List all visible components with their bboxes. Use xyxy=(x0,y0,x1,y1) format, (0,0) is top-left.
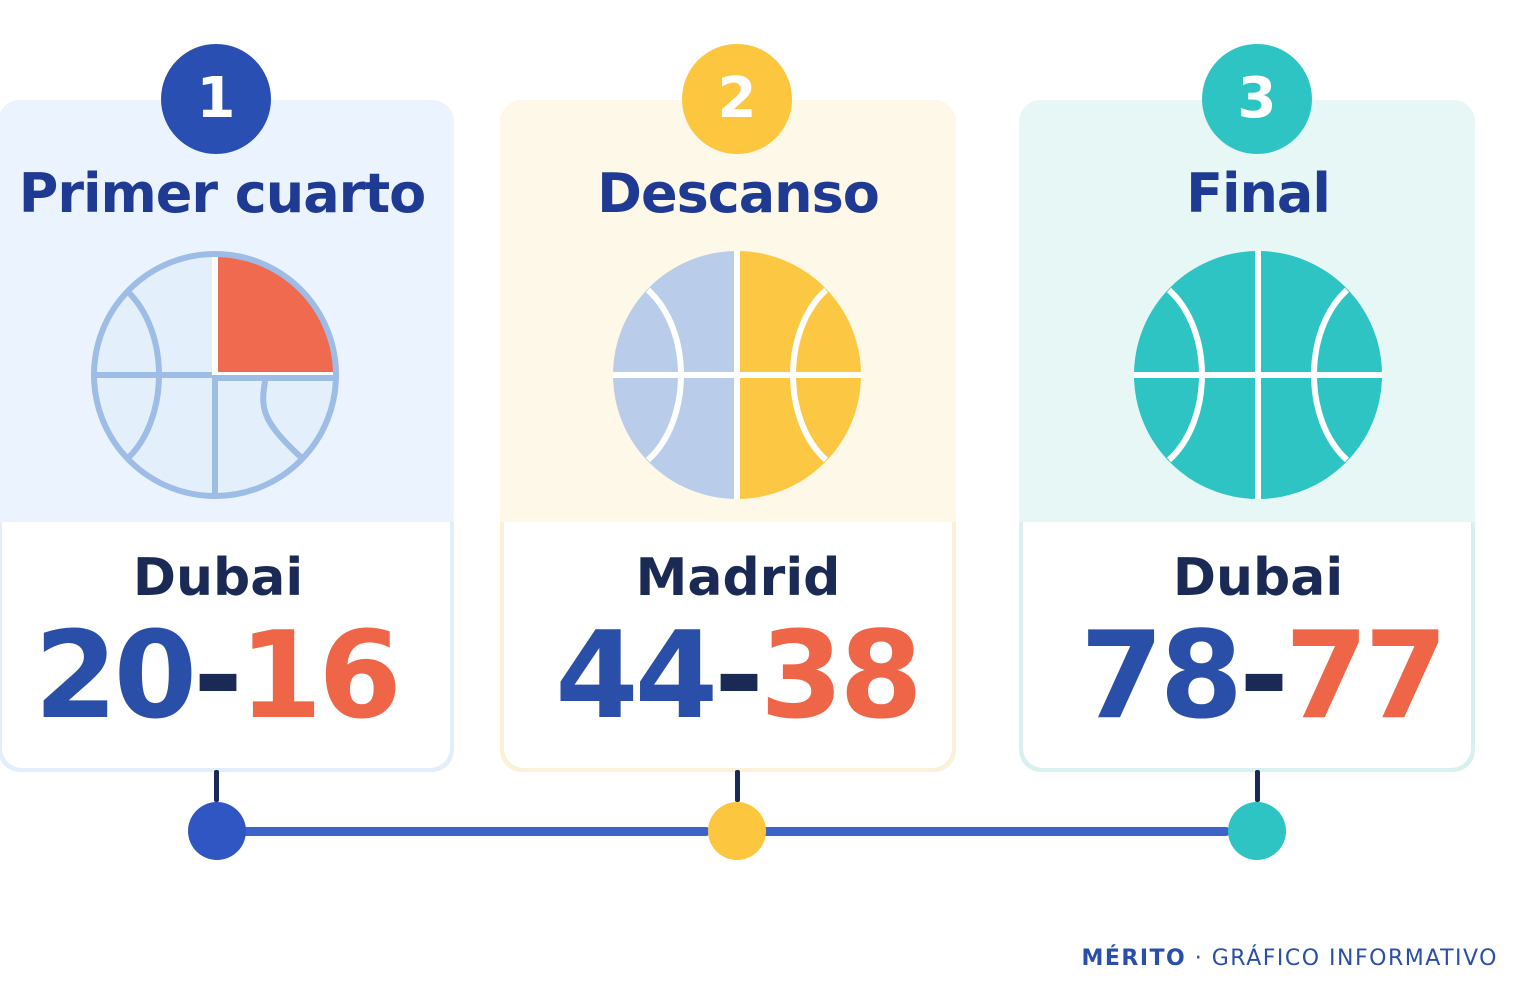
basketball-quarter-icon xyxy=(91,251,339,499)
score-separator: - xyxy=(714,607,764,746)
score-away: 38 xyxy=(759,607,923,746)
score-away: 16 xyxy=(238,607,402,746)
stage-leader-3: Dubai xyxy=(1172,548,1344,608)
footer-brand: MÉRITO xyxy=(1081,946,1187,971)
score-separator: - xyxy=(1239,607,1289,746)
stage-number-badge-3: 3 xyxy=(1202,44,1312,154)
timeline-tick-1 xyxy=(214,770,219,802)
stage-card-body xyxy=(504,522,952,768)
timeline-dot-2 xyxy=(708,802,766,860)
basketball-full-icon xyxy=(1134,251,1382,499)
stage-title-1: Primer cuarto xyxy=(18,162,426,225)
timeline-dot-3 xyxy=(1228,802,1286,860)
basketball-half-icon xyxy=(613,251,861,499)
score-away: 77 xyxy=(1284,607,1448,746)
stage-score-1: 20-16 xyxy=(0,612,476,742)
timeline-tick-3 xyxy=(1255,770,1260,802)
stage-card-body xyxy=(2,522,450,768)
timeline-line-1 xyxy=(240,827,710,836)
timeline-dot-1 xyxy=(188,802,246,860)
stage-title-2: Descanso xyxy=(597,162,880,225)
footer-separator: · xyxy=(1194,946,1204,971)
footer-label: GRÁFICO INFORMATIVO xyxy=(1211,946,1498,971)
score-home: 78 xyxy=(1080,607,1243,746)
stage-title-3: Final xyxy=(1186,162,1331,225)
score-home: 20 xyxy=(34,607,197,746)
score-separator: - xyxy=(193,607,243,746)
score-home: 44 xyxy=(555,607,718,746)
stage-score-2: 44-38 xyxy=(477,612,997,742)
timeline-line-2 xyxy=(762,827,1230,836)
stage-number-badge-1: 1 xyxy=(161,44,271,154)
stage-leader-2: Madrid xyxy=(635,548,841,608)
stage-card-body xyxy=(1023,522,1471,768)
stage-score-3: 78-77 xyxy=(1002,612,1522,742)
stage-leader-1: Dubai xyxy=(132,548,304,608)
timeline-tick-2 xyxy=(735,770,740,802)
footer-credit: MÉRITO · GRÁFICO INFORMATIVO xyxy=(1081,946,1498,971)
stage-number-badge-2: 2 xyxy=(682,44,792,154)
